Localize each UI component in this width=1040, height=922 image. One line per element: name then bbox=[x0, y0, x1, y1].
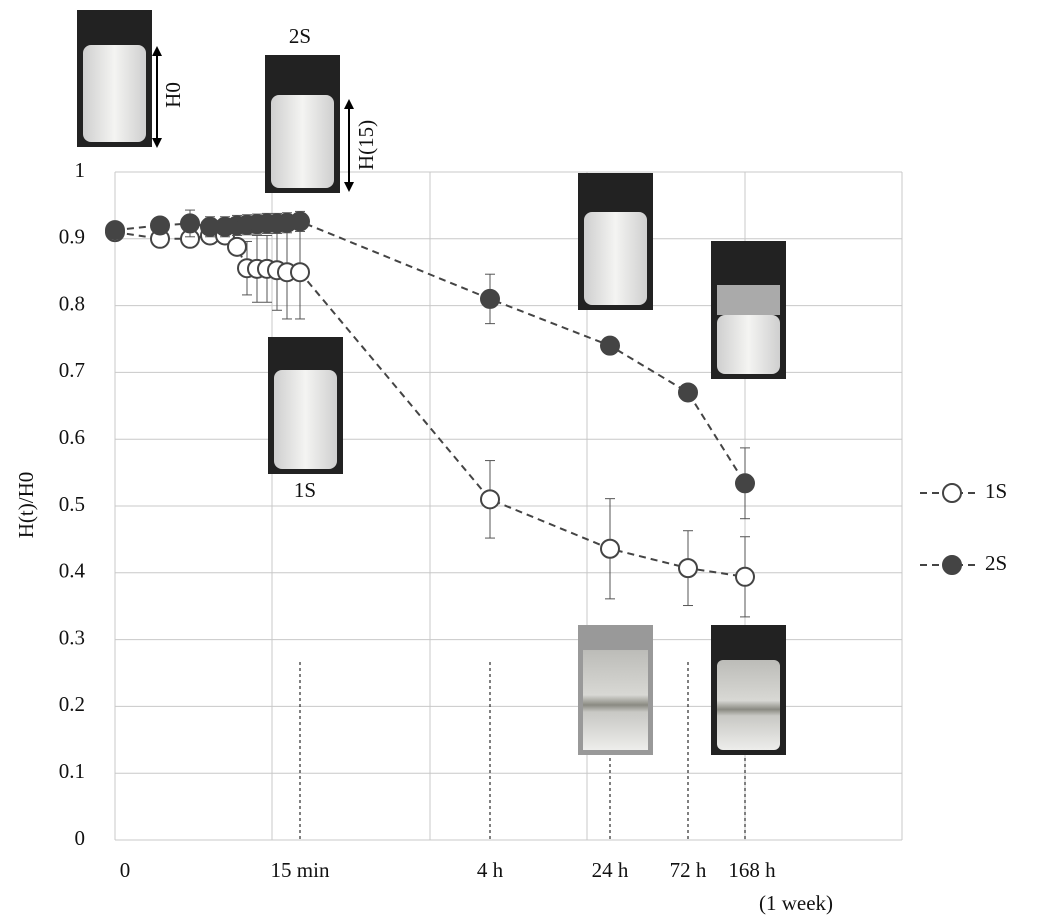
data-point bbox=[227, 236, 247, 257]
plot-area: 0 0.1 0.2 0.3 0.4 0.5 0.6 0.7 0.8 0.9 1 0 15 min 4 h 2… bbox=[59, 158, 1007, 882]
x-tick-label: 0 bbox=[120, 858, 131, 882]
data-point bbox=[600, 335, 620, 356]
data-point bbox=[290, 211, 310, 232]
y-tick-label: 0.8 bbox=[59, 291, 85, 315]
photos bbox=[77, 10, 786, 755]
data-point bbox=[600, 538, 620, 559]
data-point bbox=[150, 215, 170, 236]
y-tick-label: 0.1 bbox=[59, 759, 85, 783]
y-tick-label: 0.3 bbox=[59, 625, 85, 649]
x-tick-label: 168 h bbox=[728, 858, 776, 882]
annotation: H(15) bbox=[354, 120, 378, 170]
annotation: 1S bbox=[294, 478, 316, 502]
annotation: 2S bbox=[289, 24, 311, 48]
y-tick-label: 1 bbox=[75, 158, 86, 182]
y-tick-label: 0.9 bbox=[59, 225, 85, 249]
data-point bbox=[678, 558, 698, 579]
legend-label: 1S bbox=[985, 479, 1007, 503]
y-tick-label: 0.5 bbox=[59, 492, 85, 516]
x-tick-label: 72 h bbox=[670, 858, 707, 882]
legend-marker bbox=[942, 555, 962, 575]
series-line bbox=[114, 231, 746, 578]
y-tick-label: 0.4 bbox=[59, 559, 86, 583]
data-point bbox=[480, 489, 500, 510]
y-tick-label: 0.7 bbox=[59, 358, 85, 382]
x-tick-label: 15 min bbox=[271, 858, 330, 882]
data-point bbox=[290, 262, 310, 283]
y-tick-label: 0 bbox=[75, 826, 86, 850]
data-point bbox=[105, 220, 125, 241]
legend-label: 2S bbox=[985, 551, 1007, 575]
y-axis-label: H(t)/H0 bbox=[14, 472, 38, 539]
data-point bbox=[480, 288, 500, 309]
data-point bbox=[180, 213, 200, 234]
annotation: H0 bbox=[161, 82, 185, 108]
legend-marker bbox=[942, 483, 962, 503]
x-tick-label: 4 h bbox=[477, 858, 504, 882]
y-tick-label: 0.6 bbox=[59, 425, 85, 449]
data-point bbox=[678, 382, 698, 403]
data-point bbox=[735, 473, 755, 494]
data-point bbox=[735, 566, 755, 587]
y-tick-label: 0.2 bbox=[59, 692, 85, 716]
x-label-note: (1 week) bbox=[759, 891, 833, 915]
x-tick-label: 24 h bbox=[592, 858, 629, 882]
